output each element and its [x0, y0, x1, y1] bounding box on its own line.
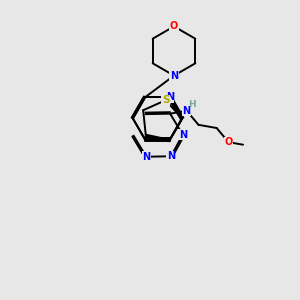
Text: N: N [170, 70, 178, 81]
Text: N: N [142, 152, 150, 162]
Text: N: N [166, 92, 174, 102]
Text: N: N [167, 151, 175, 161]
Text: N: N [179, 130, 187, 140]
Text: O: O [170, 21, 178, 32]
Text: S: S [162, 95, 169, 105]
Text: O: O [224, 137, 232, 147]
Text: N: N [182, 106, 191, 116]
Text: H: H [188, 100, 196, 109]
